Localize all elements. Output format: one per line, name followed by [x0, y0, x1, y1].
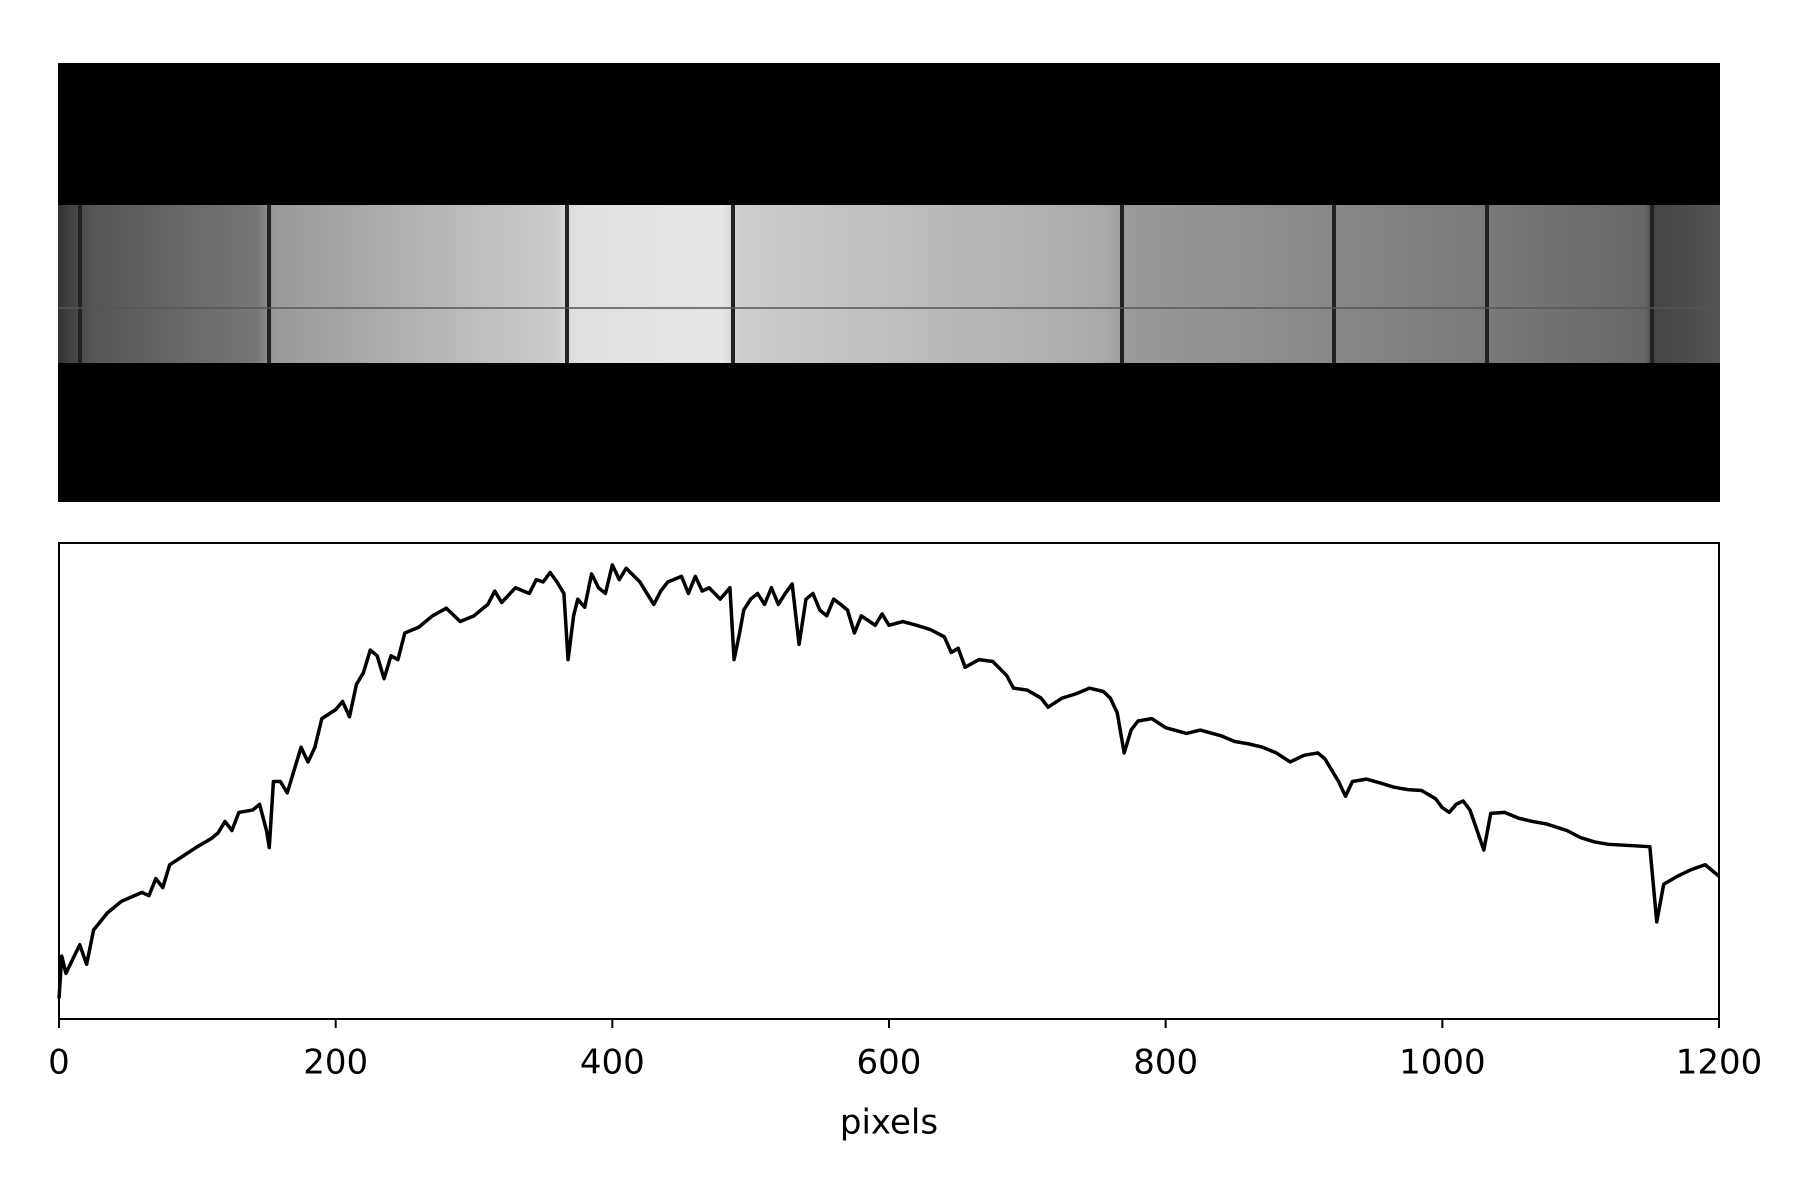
- spectrum-band: [58, 205, 1720, 363]
- spectrum-line: [57, 563, 1721, 999]
- x-tick-label: 0: [48, 1043, 70, 1083]
- absorption-lines: [78, 205, 1654, 363]
- x-tick-label: 600: [857, 1043, 922, 1083]
- x-axis-label: pixels: [840, 1103, 938, 1143]
- x-tick-label: 400: [580, 1043, 645, 1083]
- x-tick-label: 1000: [1399, 1043, 1486, 1083]
- x-tick-label: 800: [1133, 1043, 1198, 1083]
- x-tick-label: 200: [303, 1043, 368, 1083]
- plot-frame: [58, 542, 1720, 1020]
- x-tick-label: 1200: [1676, 1043, 1763, 1083]
- spectrum-image: [58, 63, 1720, 502]
